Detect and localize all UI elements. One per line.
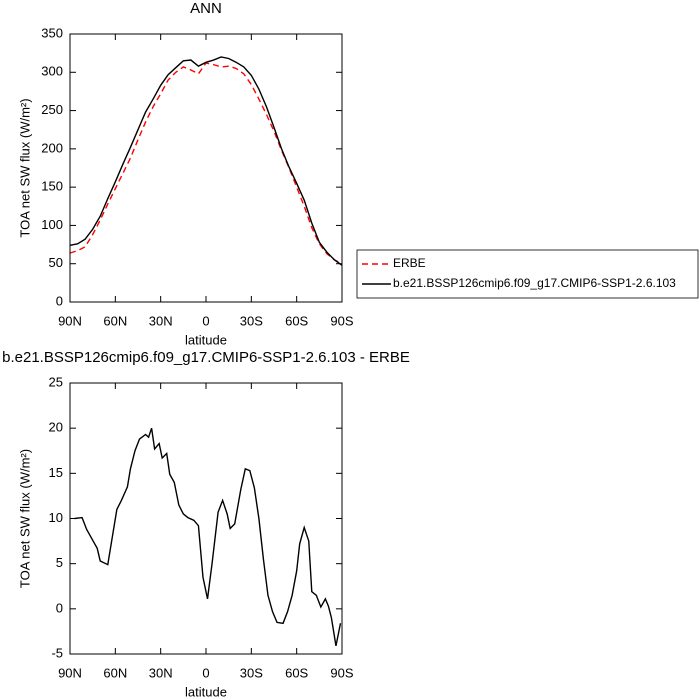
y-tick-label: 25 xyxy=(49,374,63,389)
plot-frame xyxy=(69,33,343,303)
y-tick-label: 200 xyxy=(41,140,63,155)
y-tick-label: 50 xyxy=(49,255,63,270)
series-line xyxy=(69,62,343,265)
y-tick-label: 0 xyxy=(56,600,63,615)
series-line xyxy=(74,427,342,647)
y-tick-label: 150 xyxy=(41,179,63,194)
y-tick-label: 10 xyxy=(49,510,63,525)
legend-box xyxy=(356,249,699,299)
y-tick-label: 300 xyxy=(41,64,63,79)
x-tick-label: 0 xyxy=(202,313,209,328)
x-tick-label: 60S xyxy=(285,665,308,680)
y-tick-label: 5 xyxy=(56,555,63,570)
x-tick-label: 60N xyxy=(103,313,127,328)
x-tick-label: 90N xyxy=(58,665,82,680)
y-tick-label: 100 xyxy=(41,217,63,232)
y-tick-label: 15 xyxy=(49,465,63,480)
x-tick-label: 30S xyxy=(240,665,263,680)
y-tick-label: 0 xyxy=(56,293,63,308)
x-tick-label: 90N xyxy=(58,313,82,328)
series-line xyxy=(69,56,343,266)
legend-label: b.e21.BSSP126cmip6.f09_g17.CMIP6-SSP1-2.… xyxy=(393,276,676,290)
y-axis-label: TOA net SW flux (W/m²) xyxy=(17,98,32,237)
y-tick-label: 20 xyxy=(49,420,63,435)
x-tick-label: 90S xyxy=(330,313,353,328)
x-tick-label: 90S xyxy=(330,665,353,680)
x-axis-label: latitude xyxy=(185,332,227,347)
x-tick-label: 30N xyxy=(149,665,173,680)
chart-title: ANN xyxy=(190,0,222,17)
y-tick-label: 350 xyxy=(41,25,63,40)
x-tick-label: 0 xyxy=(202,665,209,680)
y-axis-label: TOA net SW flux (W/m²) xyxy=(17,449,32,588)
y-tick-label: -5 xyxy=(51,645,63,660)
x-tick-label: 30S xyxy=(240,313,263,328)
x-tick-label: 30N xyxy=(149,313,173,328)
y-tick-label: 250 xyxy=(41,102,63,117)
x-axis-label: latitude xyxy=(185,684,227,699)
x-tick-label: 60N xyxy=(103,665,127,680)
chart-title: b.e21.BSSP126cmip6.f09_g17.CMIP6-SSP1-2.… xyxy=(2,349,410,366)
x-tick-label: 60S xyxy=(285,313,308,328)
legend-label: ERBE xyxy=(393,256,426,270)
plot-frame xyxy=(69,382,343,655)
